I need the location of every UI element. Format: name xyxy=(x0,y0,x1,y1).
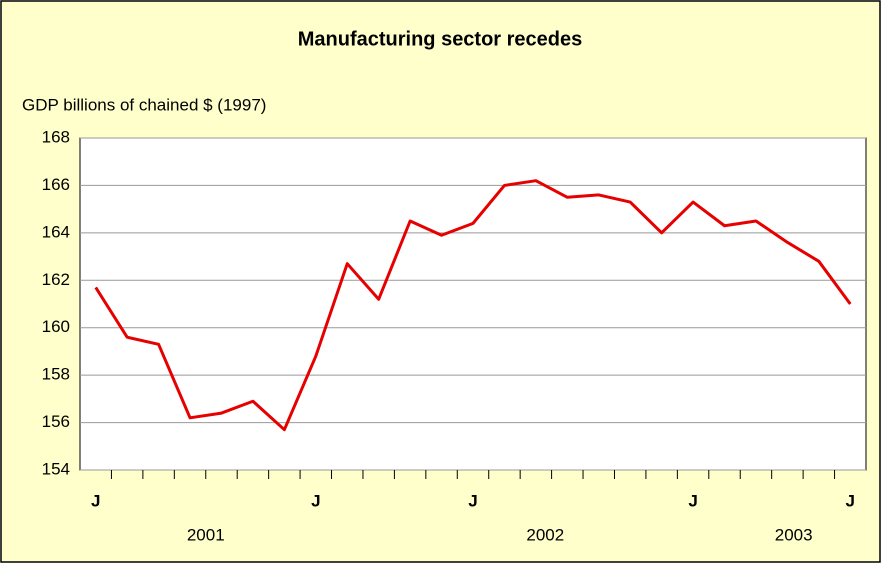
plot-area xyxy=(79,137,867,471)
x-tick-label: J xyxy=(91,491,100,510)
y-tick-label: 162 xyxy=(42,270,70,289)
y-tick-label: 166 xyxy=(42,175,70,194)
data-line xyxy=(94,179,852,432)
x-tick-label: J xyxy=(468,491,477,510)
x-tick-label: J xyxy=(688,491,697,510)
y-tick-label: 156 xyxy=(42,412,70,431)
chart-title: Manufacturing sector recedes xyxy=(298,28,583,50)
y-tick-label: 164 xyxy=(42,222,70,241)
x-group-label: 2003 xyxy=(775,525,813,544)
x-group-label: 2001 xyxy=(187,525,225,544)
y-tick-label: 160 xyxy=(42,317,70,336)
x-tick-label: J xyxy=(846,491,855,510)
y-tick-label: 154 xyxy=(42,459,70,478)
y-tick-label: 158 xyxy=(42,365,70,384)
y-axis-title: GDP billions of chained $ (1997) xyxy=(22,95,266,114)
x-tick-label: J xyxy=(311,491,320,510)
y-tick-label: 168 xyxy=(42,127,70,146)
x-group-label: 2002 xyxy=(526,525,564,544)
